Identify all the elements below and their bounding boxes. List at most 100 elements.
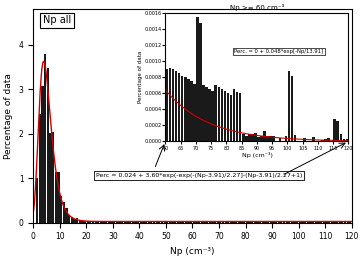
Bar	[76, 218, 78, 223]
Bar	[92, 222, 94, 223]
Bar	[121, 222, 123, 223]
Bar	[41, 86, 44, 223]
Bar	[214, 222, 216, 223]
Bar	[163, 222, 166, 223]
Bar	[100, 222, 102, 223]
Bar	[240, 222, 243, 223]
Bar	[142, 222, 144, 223]
Bar	[94, 222, 97, 223]
Bar	[118, 222, 121, 223]
Bar	[203, 221, 205, 223]
Bar	[182, 221, 184, 223]
Bar	[251, 221, 253, 223]
Bar	[262, 222, 264, 223]
Bar	[116, 222, 118, 223]
Bar	[171, 221, 174, 223]
Bar	[145, 222, 147, 223]
Bar	[243, 222, 245, 223]
Bar	[140, 222, 142, 223]
Bar	[134, 222, 136, 223]
Bar	[49, 133, 52, 223]
Bar	[259, 221, 261, 223]
Bar	[230, 221, 232, 223]
Bar	[44, 54, 46, 223]
Bar	[185, 221, 187, 223]
Bar	[211, 222, 213, 223]
Bar	[272, 222, 274, 223]
Bar	[219, 222, 221, 223]
Bar	[222, 222, 224, 223]
Bar	[73, 219, 76, 223]
Bar	[193, 221, 195, 223]
Bar	[113, 222, 115, 223]
Bar	[286, 222, 288, 223]
Bar	[47, 68, 49, 223]
Bar	[68, 215, 70, 223]
Bar	[84, 221, 86, 223]
Bar	[344, 221, 346, 223]
Bar	[79, 221, 81, 223]
Bar	[198, 222, 200, 223]
Bar	[195, 222, 197, 223]
Bar	[288, 221, 290, 223]
Bar	[126, 222, 129, 223]
Bar	[264, 222, 266, 223]
Bar	[232, 222, 235, 223]
Bar	[291, 221, 293, 223]
Bar	[227, 222, 229, 223]
Bar	[283, 221, 285, 223]
Bar	[187, 222, 189, 223]
Bar	[299, 222, 301, 223]
Bar	[254, 221, 256, 223]
Bar	[293, 222, 296, 223]
Bar	[124, 222, 126, 223]
Bar	[179, 222, 182, 223]
Bar	[97, 222, 99, 223]
Bar	[137, 222, 139, 223]
Bar	[55, 172, 57, 223]
Y-axis label: Percentage of data: Percentage of data	[4, 73, 13, 159]
Bar	[36, 178, 38, 223]
Bar	[148, 222, 150, 223]
Bar	[325, 222, 327, 223]
Bar	[275, 222, 277, 223]
Bar	[323, 222, 325, 223]
Bar	[161, 222, 163, 223]
Bar	[89, 221, 91, 223]
Bar	[339, 222, 341, 223]
Bar	[317, 222, 319, 223]
Bar	[169, 222, 171, 223]
Bar	[349, 222, 351, 223]
Bar	[153, 221, 155, 223]
Bar	[81, 221, 83, 223]
Bar	[177, 222, 179, 223]
Bar	[102, 221, 105, 223]
Bar	[132, 222, 134, 223]
Bar	[270, 222, 272, 223]
Bar	[105, 222, 107, 223]
Bar	[238, 222, 240, 223]
Bar	[331, 221, 333, 223]
Bar	[333, 222, 335, 223]
Bar	[166, 222, 168, 223]
Bar	[307, 222, 309, 223]
X-axis label: Np (cm⁻³): Np (cm⁻³)	[170, 247, 215, 256]
Bar	[235, 222, 237, 223]
Text: Perc = 0.024 + 3.60*exp(-exp(-(Np-3.91)/2.27]-(Np-3.91)/2.27+1): Perc = 0.024 + 3.60*exp(-exp(-(Np-3.91)/…	[96, 173, 302, 178]
Bar	[248, 221, 250, 223]
Bar	[52, 132, 54, 223]
Bar	[315, 222, 317, 223]
Bar	[304, 221, 306, 223]
Bar	[328, 222, 330, 223]
Bar	[278, 222, 280, 223]
Bar	[224, 221, 227, 223]
Bar	[174, 222, 176, 223]
Bar	[150, 221, 152, 223]
Bar	[280, 222, 282, 223]
Bar	[301, 222, 304, 223]
Bar	[309, 222, 312, 223]
Bar	[155, 222, 158, 223]
Bar	[129, 221, 131, 223]
Bar	[347, 221, 349, 223]
Bar	[312, 222, 314, 223]
